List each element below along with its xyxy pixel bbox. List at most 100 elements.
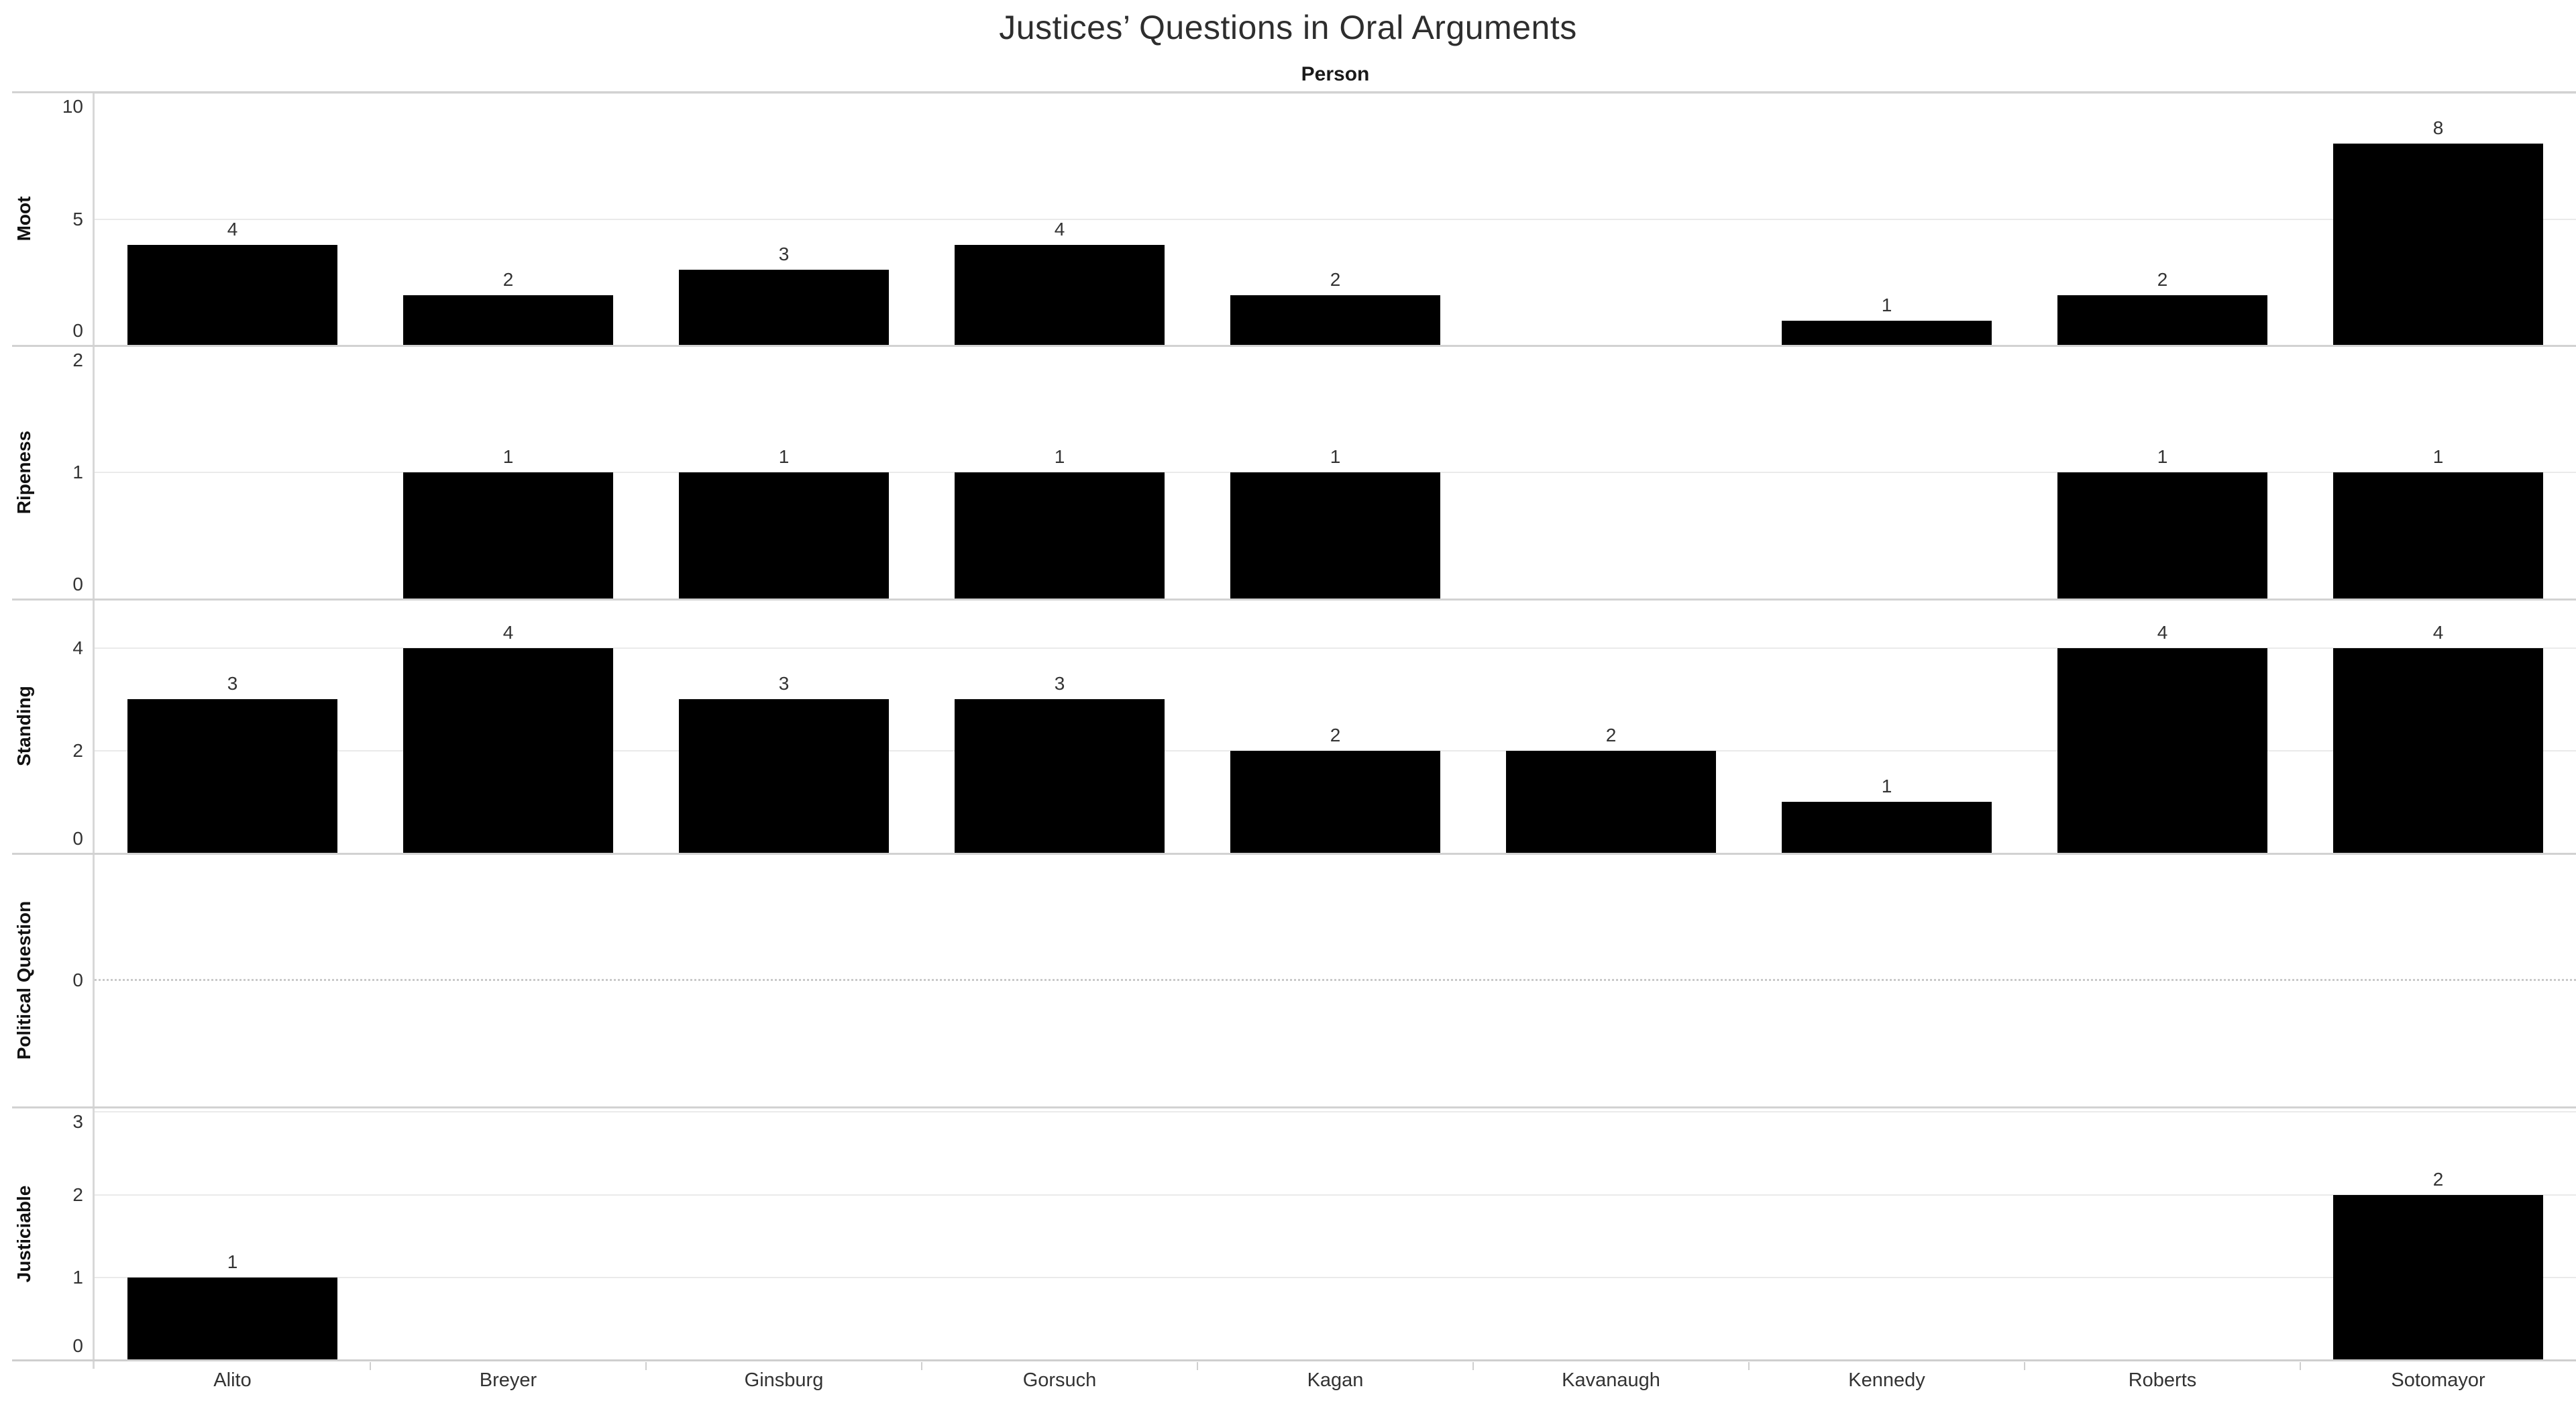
facet-panel: Moot 0 5 10 4 2 3 4 2 1 2 8 Ripeness 0 1 2 1 1 1 1 1 1 Standin… — [0, 91, 2576, 1361]
bar-standing-gorsuch[interactable] — [955, 699, 1165, 853]
bar-ripeness-roberts[interactable] — [2057, 472, 2267, 600]
row-divider — [12, 91, 2576, 93]
cell-ripeness-sotomayor: 1 — [2300, 346, 2576, 600]
bar-justiciable-alito[interactable] — [127, 1278, 337, 1361]
x-axis-labels: Alito Breyer Ginsburg Gorsuch Kagan Kavanaugh… — [95, 1369, 2576, 1392]
bar-moot-roberts[interactable] — [2057, 295, 2267, 346]
y-tick-label: 0 — [72, 320, 83, 342]
bar-standing-kennedy[interactable] — [1782, 802, 1992, 853]
cell-justiciable-breyer — [370, 1107, 646, 1361]
y-axis-line — [93, 92, 95, 1369]
cell-moot-breyer: 2 — [370, 92, 646, 346]
cell-standing-ginsburg: 3 — [646, 599, 922, 853]
bar-value-label: 3 — [227, 673, 238, 694]
bar-moot-sotomayor[interactable] — [2333, 144, 2543, 346]
x-axis-label-kagan[interactable]: Kagan — [1307, 1369, 1364, 1391]
facet-row-standing: Standing 0 2 4 3 4 3 3 2 2 1 4 4 — [0, 599, 2576, 853]
bar-standing-alito[interactable] — [127, 699, 337, 853]
cell-moot-kennedy: 1 — [1749, 92, 2025, 346]
plot-area-standing: 3 4 3 3 2 2 1 4 4 — [95, 599, 2576, 853]
bar-ripeness-kagan[interactable] — [1230, 472, 1440, 600]
x-axis-label-kavanaugh[interactable]: Kavanaugh — [1562, 1369, 1660, 1391]
cell-justiciable-kagan — [1197, 1107, 1473, 1361]
bar-value-label: 4 — [227, 218, 238, 240]
y-tick-label: 0 — [72, 574, 83, 595]
bar-standing-breyer[interactable] — [403, 647, 613, 853]
row-divider — [12, 852, 2576, 855]
bar-standing-roberts[interactable] — [2057, 647, 2267, 853]
bar-ripeness-ginsburg[interactable] — [679, 472, 889, 600]
cells-political-question — [95, 853, 2576, 1107]
bar-standing-kagan[interactable] — [1230, 750, 1440, 853]
row-divider — [12, 345, 2576, 348]
bar-moot-kagan[interactable] — [1230, 295, 1440, 346]
bar-moot-gorsuch[interactable] — [955, 244, 1165, 346]
bar-moot-breyer[interactable] — [403, 295, 613, 346]
bar-value-label: 1 — [502, 446, 514, 468]
x-axis-label-roberts[interactable]: Roberts — [2128, 1369, 2197, 1391]
y-tick-label: 3 — [72, 1110, 83, 1132]
y-axis-gutter-standing: Standing 0 2 4 — [0, 599, 93, 853]
cell-justiciable-sotomayor: 2 — [2300, 1107, 2576, 1361]
x-axis-label-gorsuch[interactable]: Gorsuch — [1022, 1369, 1097, 1391]
cell-standing-breyer: 4 — [370, 599, 646, 853]
plot-area-moot: 4 2 3 4 2 1 2 8 — [95, 92, 2576, 346]
bar-standing-sotomayor[interactable] — [2333, 647, 2543, 853]
cell-ripeness-ginsburg: 1 — [646, 346, 922, 600]
bar-ripeness-gorsuch[interactable] — [955, 472, 1165, 600]
x-axis-label-alito[interactable]: Alito — [213, 1369, 252, 1391]
cell-political-question-gorsuch — [922, 853, 1197, 1107]
bar-value-label: 2 — [2157, 268, 2168, 290]
x-axis-label-ginsburg[interactable]: Ginsburg — [744, 1369, 824, 1391]
bar-justiciable-sotomayor[interactable] — [2333, 1194, 2543, 1361]
bar-moot-kennedy[interactable] — [1782, 320, 1992, 346]
bar-ripeness-sotomayor[interactable] — [2333, 472, 2543, 600]
bar-standing-kavanaugh[interactable] — [1506, 750, 1716, 853]
y-tick-label: 5 — [72, 209, 83, 230]
bar-value-label: 4 — [502, 621, 514, 643]
cell-standing-kagan: 2 — [1197, 599, 1473, 853]
cell-moot-gorsuch: 4 — [922, 92, 1197, 346]
cell-political-question-roberts — [2025, 853, 2300, 1107]
bar-value-label: 3 — [778, 673, 790, 694]
y-tick-label: 10 — [62, 96, 83, 117]
facet-row-moot: Moot 0 5 10 4 2 3 4 2 1 2 8 — [0, 91, 2576, 346]
cell-moot-alito: 4 — [95, 92, 370, 346]
bar-value-label: 4 — [1054, 218, 1065, 240]
chart-title: Justices’ Questions in Oral Arguments — [999, 9, 1577, 46]
plot-area-political-question — [95, 853, 2576, 1107]
cell-moot-ginsburg: 3 — [646, 92, 922, 346]
cell-ripeness-kennedy — [1749, 346, 2025, 599]
bar-standing-ginsburg[interactable] — [679, 699, 889, 853]
bar-moot-ginsburg[interactable] — [679, 270, 889, 346]
x-axis-line — [12, 1359, 2576, 1361]
y-axis-gutter-ripeness: Ripeness 0 1 2 — [0, 346, 93, 599]
x-tick — [1196, 1362, 1198, 1370]
bar-value-label: 3 — [778, 244, 790, 265]
y-axis-gutter-political-question: Political Question 0 — [0, 853, 93, 1107]
bar-value-label: 3 — [1054, 673, 1065, 694]
x-axis-label-sotomayor[interactable]: Sotomayor — [2391, 1369, 2485, 1391]
x-axis-ticks — [95, 1361, 2576, 1371]
bar-value-label: 1 — [227, 1251, 238, 1273]
row-label-justiciable: Justiciable — [13, 1185, 34, 1283]
gridline — [95, 219, 2576, 221]
cell-moot-kagan: 2 — [1197, 92, 1473, 346]
cell-political-question-kennedy — [1749, 853, 2025, 1107]
row-label-political-question: Political Question — [13, 900, 34, 1059]
bar-value-label: 1 — [2432, 446, 2444, 468]
x-axis-label-kennedy[interactable]: Kennedy — [1848, 1369, 1925, 1391]
bar-moot-alito[interactable] — [127, 244, 337, 346]
cell-justiciable-kavanaugh — [1473, 1107, 1749, 1361]
x-axis-label-breyer[interactable]: Breyer — [479, 1369, 537, 1391]
cell-justiciable-gorsuch — [922, 1107, 1197, 1361]
cell-justiciable-alito: 1 — [95, 1107, 370, 1361]
row-label-ripeness: Ripeness — [13, 431, 34, 515]
cell-political-question-ginsburg — [646, 853, 922, 1107]
y-tick-label: 0 — [72, 827, 83, 849]
cell-justiciable-roberts — [2025, 1107, 2300, 1361]
cell-moot-kavanaugh — [1473, 92, 1749, 346]
gridline — [95, 1111, 2576, 1113]
bar-ripeness-breyer[interactable] — [403, 472, 613, 600]
bar-value-label: 1 — [1881, 294, 1892, 315]
